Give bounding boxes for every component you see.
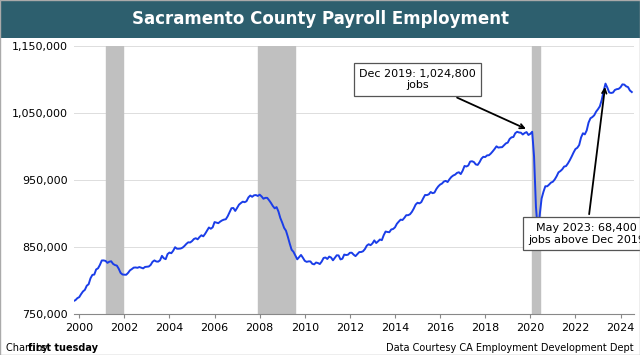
Bar (258, 46, 295, 314)
Text: Chart by: Chart by (6, 343, 52, 353)
Bar (106, 46, 122, 314)
Text: Sacramento County Payroll Employment: Sacramento County Payroll Employment (131, 10, 509, 28)
Text: May 2023: 68,400
jobs above Dec 2019: May 2023: 68,400 jobs above Dec 2019 (528, 89, 640, 245)
Text: Dec 2019: 1,024,800
jobs: Dec 2019: 1,024,800 jobs (359, 69, 524, 128)
Text: Data Courtesy CA Employment Development Dept: Data Courtesy CA Employment Development … (386, 343, 634, 353)
Text: first tuesday: first tuesday (28, 343, 98, 353)
Bar (532, 46, 540, 314)
